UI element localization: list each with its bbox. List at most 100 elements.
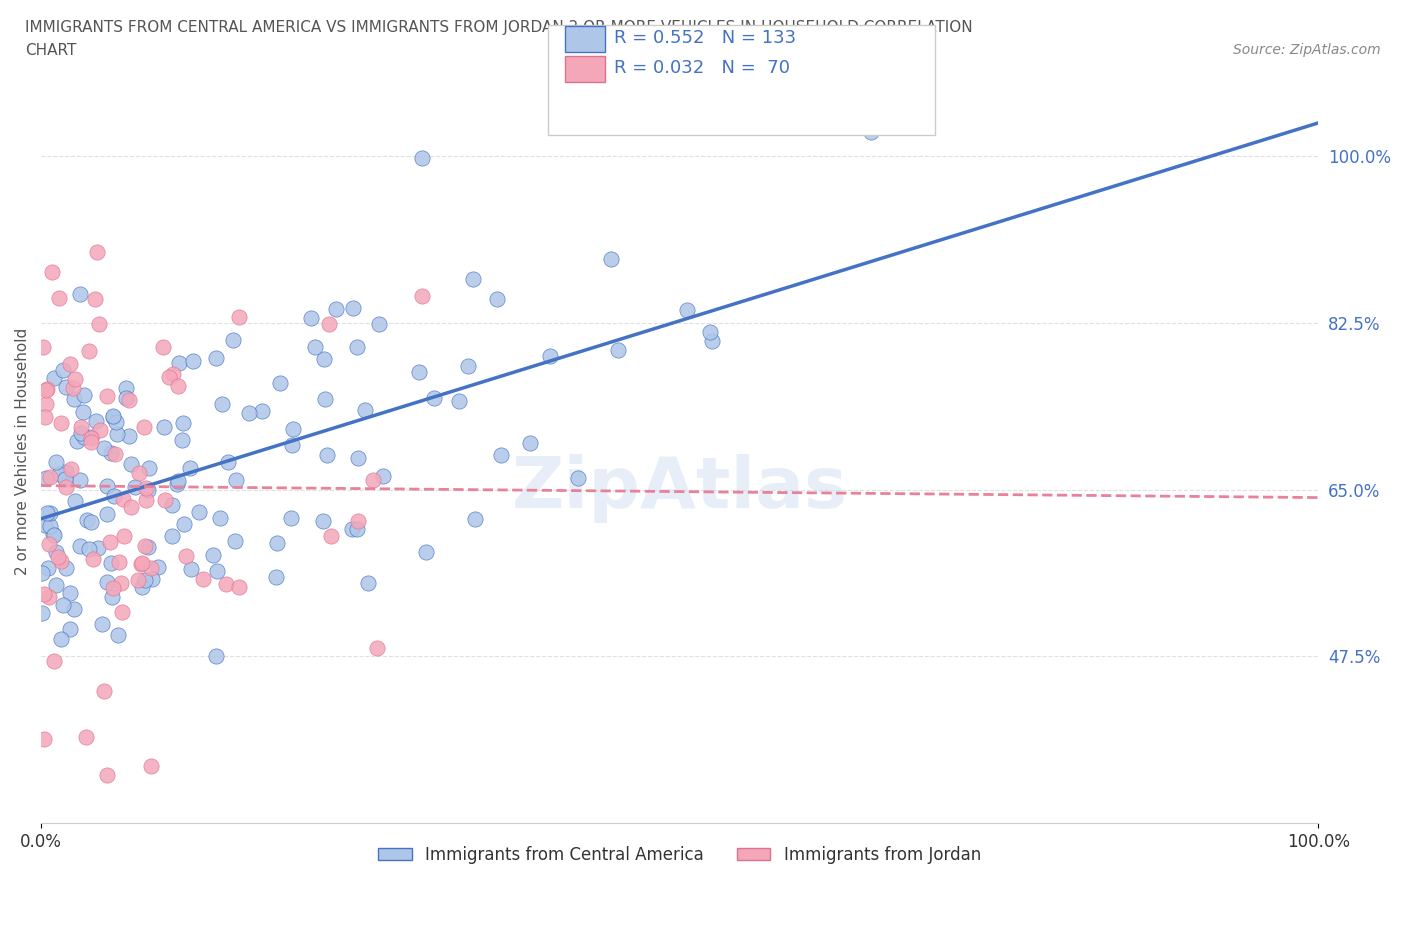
Point	[49, 631, 72, 646]
Point	[55, 479, 77, 494]
Point	[346, 522, 368, 537]
Point	[32, 732, 55, 747]
Point	[204, 351, 226, 365]
Point	[32, 587, 55, 602]
Point	[69, 287, 91, 302]
Point	[100, 556, 122, 571]
Point	[34, 518, 56, 533]
Point	[169, 355, 191, 370]
Point	[55, 561, 77, 576]
Text: IMMIGRANTS FROM CENTRAL AMERICA VS IMMIGRANTS FROM JORDAN 2 OR MORE VEHICLES IN : IMMIGRANTS FROM CENTRAL AMERICA VS IMMIG…	[25, 20, 973, 35]
Point	[59, 356, 82, 371]
Point	[103, 408, 125, 423]
Point	[83, 291, 105, 306]
Point	[129, 556, 152, 571]
Point	[42, 654, 65, 669]
Point	[312, 513, 335, 528]
Point	[35, 381, 58, 396]
Point	[118, 392, 141, 407]
Point	[411, 151, 433, 166]
Point	[80, 435, 103, 450]
Point	[408, 365, 430, 379]
Point	[361, 472, 384, 487]
Point	[105, 415, 128, 430]
Point	[48, 467, 70, 482]
Point	[96, 575, 118, 590]
Point	[82, 551, 104, 566]
Point	[39, 470, 62, 485]
Text: CHART: CHART	[25, 43, 77, 58]
Point	[136, 483, 159, 498]
Point	[160, 498, 183, 512]
Point	[128, 466, 150, 481]
Point	[114, 380, 136, 395]
Point	[120, 457, 142, 472]
Point	[38, 537, 60, 551]
Point	[96, 389, 118, 404]
Point	[76, 512, 98, 527]
Point	[107, 554, 129, 569]
Point	[53, 472, 76, 487]
Point	[136, 539, 159, 554]
Point	[41, 526, 63, 541]
Point	[191, 572, 214, 587]
Point	[346, 451, 368, 466]
Point	[69, 472, 91, 487]
Point	[111, 492, 134, 507]
Point	[141, 572, 163, 587]
Point	[860, 125, 883, 140]
Point	[228, 579, 250, 594]
Point	[181, 353, 204, 368]
Point	[49, 416, 72, 431]
Point	[304, 339, 326, 354]
Text: Source: ZipAtlas.com: Source: ZipAtlas.com	[1233, 43, 1381, 57]
Point	[115, 391, 138, 405]
Point	[155, 493, 177, 508]
Point	[135, 481, 157, 496]
Point	[35, 383, 58, 398]
Point	[55, 380, 77, 395]
Point	[131, 579, 153, 594]
Point	[90, 617, 112, 631]
Point	[356, 575, 378, 590]
Point	[80, 431, 103, 445]
Point	[316, 447, 339, 462]
Point	[37, 561, 59, 576]
Point	[45, 454, 67, 469]
Point	[87, 540, 110, 555]
Point	[152, 339, 174, 354]
Point	[120, 499, 142, 514]
Point	[325, 301, 347, 316]
Point	[157, 369, 180, 384]
Point	[139, 759, 162, 774]
Point	[45, 545, 67, 560]
Point	[606, 342, 628, 357]
Point	[31, 565, 53, 580]
Point	[70, 419, 93, 434]
Point	[62, 392, 84, 406]
Point	[101, 590, 124, 604]
Point	[134, 573, 156, 588]
Point	[146, 560, 169, 575]
Point	[124, 480, 146, 495]
Point	[41, 265, 63, 280]
Point	[79, 515, 101, 530]
Point	[131, 555, 153, 570]
Point	[86, 245, 108, 259]
Point	[211, 396, 233, 411]
Point	[519, 436, 541, 451]
Point	[415, 544, 437, 559]
Point	[98, 535, 121, 550]
Point	[172, 416, 194, 431]
Point	[373, 469, 395, 484]
Point	[35, 396, 58, 411]
Point	[100, 446, 122, 461]
Point	[72, 430, 94, 445]
Point	[31, 339, 53, 354]
Point	[69, 538, 91, 553]
Point	[135, 493, 157, 508]
Point	[93, 441, 115, 456]
Point	[699, 325, 721, 339]
Point	[222, 333, 245, 348]
Point	[34, 410, 56, 425]
